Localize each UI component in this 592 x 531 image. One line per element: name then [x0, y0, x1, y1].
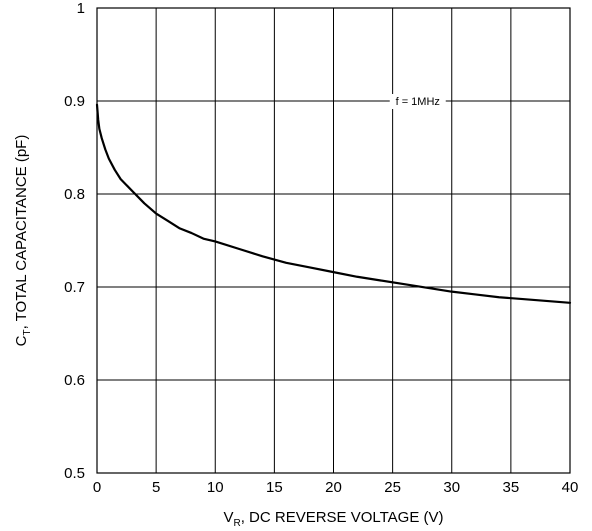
- y-tick-label-2: 0.7: [64, 279, 85, 296]
- annotation-background: [389, 94, 446, 109]
- x-axis-title-rest: , DC REVERSE VOLTAGE (V): [241, 509, 444, 526]
- x-tick-labels: 0 5 10 15 20 25 30 35 40: [93, 479, 579, 496]
- x-tick-label-5: 25: [384, 479, 401, 496]
- x-tick-label-1: 5: [152, 479, 160, 496]
- capacitance-curve: [95, 103, 572, 304]
- y-axis-title-subscript: T: [22, 329, 33, 335]
- x-tick-label-0: 0: [93, 479, 101, 496]
- y-tick-labels: 0.5 0.6 0.7 0.8 0.9 1: [64, 0, 85, 482]
- x-tick-label-2: 10: [207, 479, 224, 496]
- x-tick-label-3: 15: [266, 479, 283, 496]
- y-axis-title-rest: , TOTAL CAPACITANCE (pF): [13, 135, 30, 330]
- x-tick-label-8: 40: [562, 479, 579, 496]
- frequency-annotation: f = 1MHz: [396, 96, 440, 108]
- y-tick-label-0: 0.5: [64, 465, 85, 482]
- y-tick-label-1: 0.6: [64, 372, 85, 389]
- y-tick-label-4: 0.9: [64, 93, 85, 110]
- y-axis-title: CT, TOTAL CAPACITANCE (pF): [13, 135, 33, 347]
- x-tick-label-6: 30: [443, 479, 460, 496]
- y-tick-label-3: 0.8: [64, 186, 85, 203]
- x-axis-title: VR, DC REVERSE VOLTAGE (V): [223, 509, 443, 529]
- y-axis-title-main: C: [13, 335, 30, 346]
- x-tick-label-7: 35: [503, 479, 520, 496]
- plot-area: [96, 7, 571, 474]
- x-axis-title-subscript: R: [233, 518, 240, 529]
- x-tick-label-4: 20: [325, 479, 342, 496]
- x-axis-title-main: V: [223, 509, 233, 526]
- grid-lines: [96, 7, 571, 474]
- y-tick-label-5: 1: [77, 0, 85, 17]
